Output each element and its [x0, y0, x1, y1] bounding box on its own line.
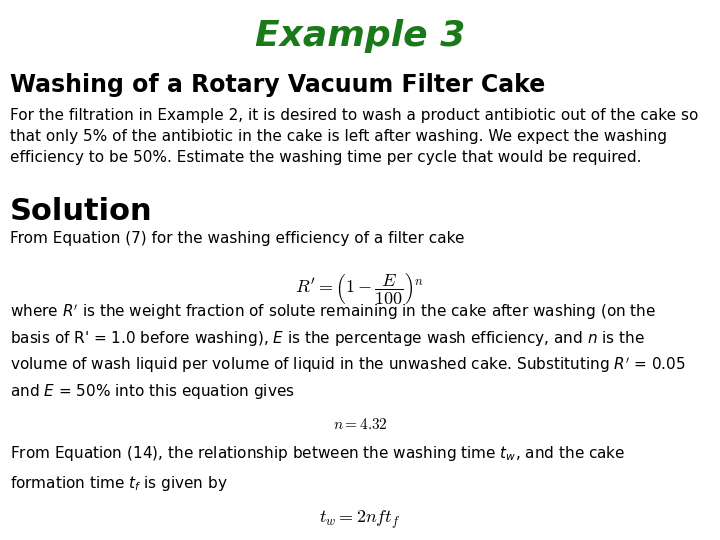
Text: Washing of a Rotary Vacuum Filter Cake: Washing of a Rotary Vacuum Filter Cake — [10, 73, 545, 97]
Text: $t_w = 2nft_f$: $t_w = 2nft_f$ — [320, 509, 400, 531]
Text: From Equation (14), the relationship between the washing time $t_w$, and the cak: From Equation (14), the relationship bet… — [10, 444, 626, 463]
Text: formation time $t_f$ is given by: formation time $t_f$ is given by — [10, 474, 228, 493]
Text: For the filtration in Example 2, it is desired to wash a product antibiotic out : For the filtration in Example 2, it is d… — [10, 108, 698, 165]
Text: $R' = \left(1 - \dfrac{E}{100}\right)^n$: $R' = \left(1 - \dfrac{E}{100}\right)^n$ — [295, 270, 425, 306]
Text: Example 3: Example 3 — [255, 19, 465, 53]
Text: Solution: Solution — [10, 197, 153, 226]
Text: $n = 4.32$: $n = 4.32$ — [333, 417, 387, 432]
Text: From Equation (7) for the washing efficiency of a filter cake: From Equation (7) for the washing effici… — [10, 231, 464, 246]
Text: where $R'$ is the weight fraction of solute remaining in the cake after washing : where $R'$ is the weight fraction of sol… — [10, 302, 686, 401]
